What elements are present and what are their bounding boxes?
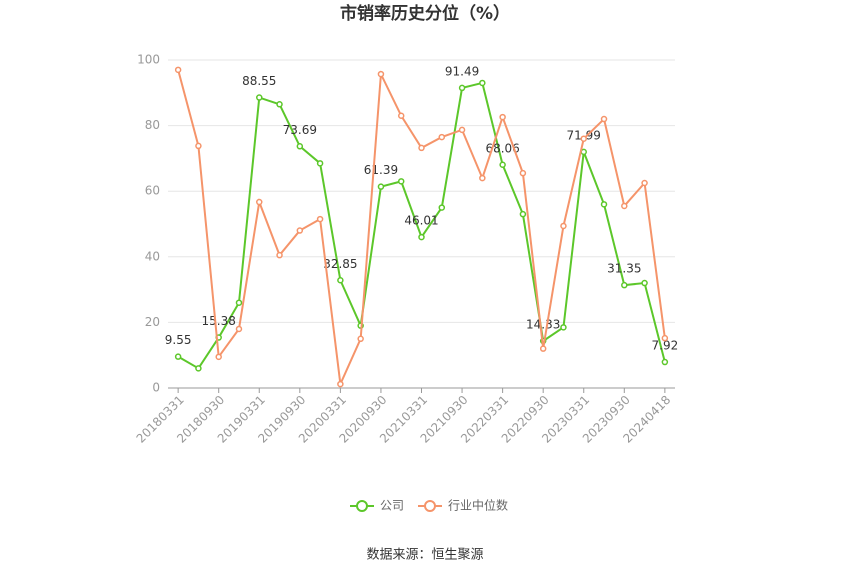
point [397, 178, 405, 185]
point [195, 142, 202, 150]
data-label: 46.01 [404, 214, 438, 228]
point [235, 325, 243, 333]
data-label: 31.35 [607, 262, 641, 276]
point [438, 133, 446, 141]
point [397, 112, 405, 120]
data-label: 9.55 [165, 333, 192, 347]
point [418, 233, 425, 241]
point [215, 353, 222, 361]
point [316, 215, 324, 223]
y-tick-label: 0 [152, 381, 160, 395]
data-label: 91.49 [445, 64, 479, 78]
point [519, 210, 527, 218]
data-label: 15.38 [202, 314, 236, 328]
point [174, 66, 182, 74]
point [499, 113, 506, 121]
point [337, 380, 344, 388]
y-tick-label: 100 [137, 53, 160, 67]
y-tick-label: 40 [145, 249, 160, 263]
point [621, 281, 628, 289]
data-label: 61.39 [364, 163, 398, 177]
data-label: 88.55 [242, 74, 276, 88]
chart-title: 市销率历史分位（%） [340, 3, 510, 24]
data-label: 14.33 [526, 317, 560, 331]
data-label: 7.92 [652, 339, 679, 353]
point [296, 143, 304, 150]
point [174, 353, 182, 360]
point [377, 183, 385, 190]
legend-marker [356, 500, 368, 512]
y-tick-label: 20 [145, 315, 160, 329]
point [641, 279, 648, 287]
point [479, 174, 486, 182]
point [641, 179, 648, 187]
point [600, 115, 608, 123]
point [296, 227, 304, 234]
data-label: 73.69 [283, 123, 317, 137]
point [600, 201, 608, 208]
point [256, 198, 263, 206]
point [560, 324, 567, 331]
point [316, 160, 324, 167]
point [661, 358, 669, 366]
point [256, 94, 263, 101]
source: 数据来源：恒生聚源 [366, 548, 483, 563]
point [438, 204, 446, 211]
point [276, 251, 283, 259]
point [195, 365, 202, 372]
data-label: 32.85 [323, 257, 357, 271]
point [418, 144, 425, 152]
legend-label[interactable]: 公司 [380, 499, 404, 513]
point [539, 345, 547, 352]
point [499, 161, 506, 169]
y-tick-label: 60 [145, 184, 160, 198]
point [661, 334, 669, 342]
point [337, 277, 344, 284]
point [560, 222, 567, 230]
y-tick-label: 80 [145, 118, 160, 132]
point [519, 169, 527, 177]
point [357, 335, 364, 343]
point [458, 84, 466, 92]
data-label: 71.99 [567, 128, 601, 142]
point [276, 101, 283, 108]
legend-label[interactable]: 行业中位数 [448, 498, 508, 513]
point [235, 299, 243, 306]
point [479, 79, 486, 87]
point [621, 202, 628, 210]
point [580, 135, 587, 142]
legend-marker [424, 500, 436, 512]
point [377, 70, 385, 78]
point [458, 126, 466, 134]
